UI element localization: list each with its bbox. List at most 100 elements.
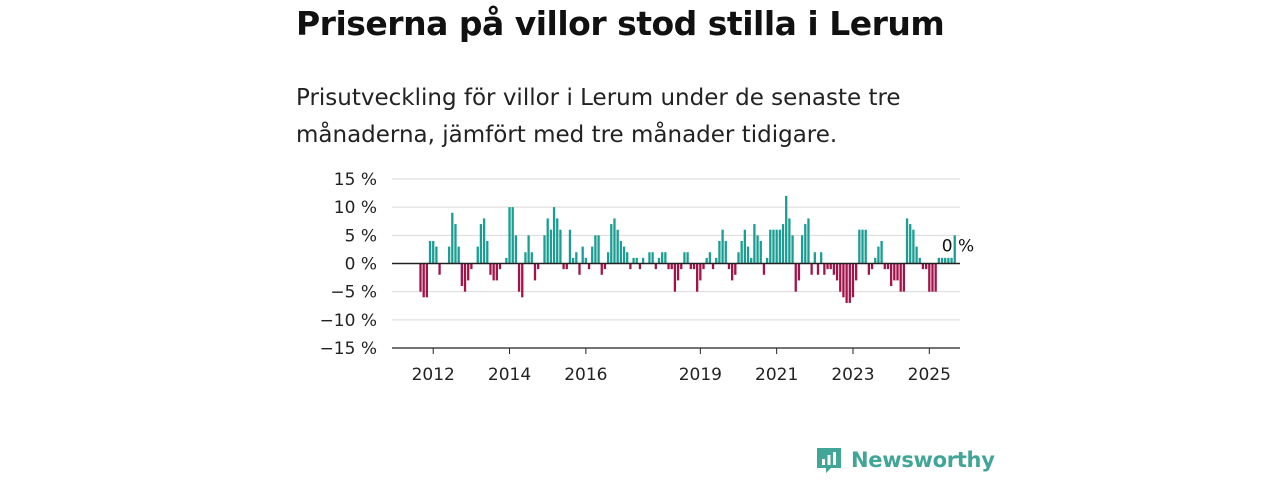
bar	[823, 263, 826, 275]
bar	[600, 263, 603, 275]
bar	[839, 263, 842, 292]
bar	[454, 224, 457, 264]
bar	[772, 229, 775, 264]
bar	[810, 263, 813, 275]
y-tick-label: −5 %	[330, 283, 377, 303]
bar	[654, 263, 657, 270]
bar	[734, 263, 737, 275]
bar	[702, 263, 705, 270]
bar	[661, 252, 664, 264]
bar	[689, 263, 692, 270]
bar	[778, 229, 781, 264]
latest-value-label: 0 %	[942, 237, 974, 257]
bar	[842, 263, 845, 298]
bar	[730, 263, 734, 281]
bar	[425, 263, 429, 298]
bar	[470, 263, 473, 270]
bar	[463, 263, 467, 292]
bar	[648, 252, 651, 264]
bar	[587, 263, 591, 270]
y-tick-label: 10 %	[334, 198, 377, 218]
bar	[505, 257, 508, 264]
bar	[517, 263, 521, 292]
bar	[950, 257, 953, 264]
bar	[931, 263, 934, 292]
y-tick-label: −15 %	[320, 339, 377, 359]
bar	[855, 263, 858, 281]
bar	[696, 263, 699, 292]
bar	[826, 263, 829, 270]
bar-series	[419, 195, 956, 303]
bar	[807, 218, 810, 264]
bar	[708, 252, 712, 264]
bar	[581, 246, 584, 264]
bar	[584, 257, 588, 264]
bar	[667, 263, 670, 270]
bar	[848, 263, 851, 303]
y-tick-label: 5 %	[345, 226, 377, 246]
bar	[428, 240, 432, 264]
bar	[568, 229, 572, 264]
bar	[944, 257, 947, 264]
bar	[797, 263, 801, 281]
bar	[571, 257, 575, 264]
bar	[905, 218, 909, 264]
bar	[549, 229, 553, 264]
bar	[940, 257, 944, 264]
bar	[521, 263, 524, 298]
bar	[937, 257, 940, 264]
bar	[864, 229, 867, 264]
bar	[918, 257, 921, 264]
axes: 15 % 10 % 5 % 0 % −5 % −10 % −15 % 2012 2014 2016…	[320, 170, 975, 385]
bar	[740, 240, 743, 264]
bar	[912, 229, 915, 264]
newsworthy-logo: Newsworthy	[815, 446, 995, 474]
bar	[578, 263, 581, 275]
bar	[527, 235, 530, 264]
bar	[743, 229, 747, 264]
bar	[775, 229, 778, 264]
bar	[619, 240, 622, 264]
bar	[597, 235, 600, 264]
y-tick-label: 0 %	[345, 255, 377, 275]
bar	[603, 263, 607, 270]
bar	[791, 235, 794, 264]
bar	[794, 263, 797, 292]
bar	[530, 252, 533, 264]
bar	[460, 263, 463, 287]
x-tick-label: 2019	[679, 365, 722, 385]
bar	[419, 263, 422, 292]
bar	[788, 218, 791, 264]
bar	[565, 263, 568, 270]
bar	[845, 263, 848, 303]
bar	[858, 229, 861, 264]
bar	[880, 240, 883, 264]
bar	[874, 257, 877, 264]
bar	[835, 263, 839, 281]
bar	[591, 246, 594, 264]
bar	[622, 246, 626, 264]
bar	[676, 263, 680, 281]
bar	[692, 263, 696, 270]
bar	[715, 257, 718, 264]
bar	[508, 207, 511, 264]
bar	[870, 263, 874, 270]
bar	[562, 263, 565, 270]
bar	[632, 257, 635, 264]
bar	[533, 263, 537, 281]
bar	[909, 224, 912, 264]
bar	[680, 263, 683, 270]
bar	[877, 246, 880, 264]
bar	[759, 240, 762, 264]
bar	[657, 257, 661, 264]
bar	[447, 246, 451, 264]
bar	[606, 252, 610, 264]
bar	[886, 263, 890, 270]
bar	[482, 218, 486, 264]
bar	[489, 263, 492, 275]
bar	[800, 235, 804, 264]
bar	[514, 235, 518, 264]
bar	[753, 224, 756, 264]
bar	[451, 212, 454, 264]
bar	[861, 229, 864, 264]
